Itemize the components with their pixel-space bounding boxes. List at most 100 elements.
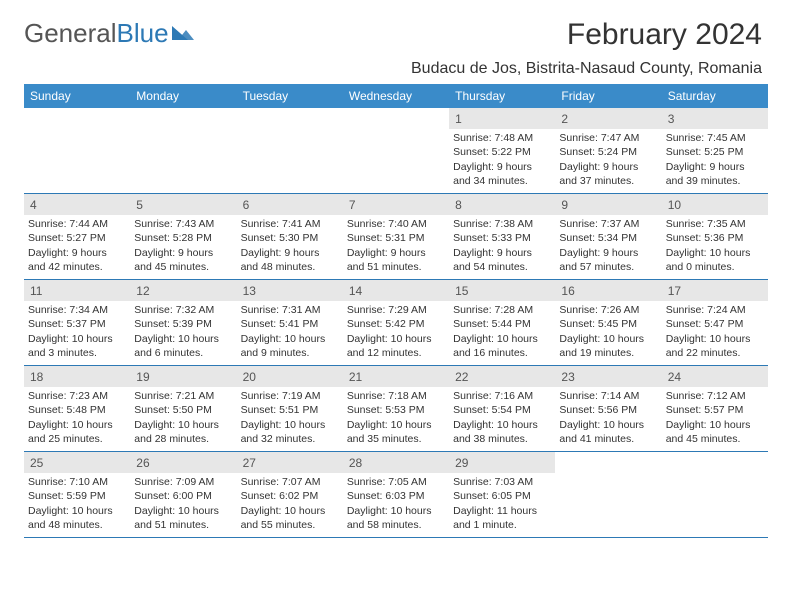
sunrise-text: Sunrise: 7:32 AM — [134, 303, 232, 317]
day-header: Thursday — [449, 84, 555, 108]
day-number: 8 — [449, 194, 555, 215]
day-info: Sunrise: 7:41 AMSunset: 5:30 PMDaylight:… — [237, 217, 343, 278]
day-header: Wednesday — [343, 84, 449, 108]
location-text: Budacu de Jos, Bistrita-Nasaud County, R… — [0, 56, 792, 84]
day-number: 7 — [343, 194, 449, 215]
day-info: Sunrise: 7:43 AMSunset: 5:28 PMDaylight:… — [130, 217, 236, 278]
daylight-text: Daylight: 9 hours and 54 minutes. — [453, 246, 551, 274]
day-number: 3 — [662, 108, 768, 129]
day-header: Monday — [130, 84, 236, 108]
sunset-text: Sunset: 5:50 PM — [134, 403, 232, 417]
day-info: Sunrise: 7:35 AMSunset: 5:36 PMDaylight:… — [662, 217, 768, 278]
daylight-text: Daylight: 10 hours and 12 minutes. — [347, 332, 445, 360]
day-number: 10 — [662, 194, 768, 215]
daylight-text: Daylight: 9 hours and 57 minutes. — [559, 246, 657, 274]
calendar-cell: 5Sunrise: 7:43 AMSunset: 5:28 PMDaylight… — [130, 194, 236, 279]
title-block: February 2024 — [567, 18, 762, 52]
day-number: 14 — [343, 280, 449, 301]
sunset-text: Sunset: 6:03 PM — [347, 489, 445, 503]
sunset-text: Sunset: 5:56 PM — [559, 403, 657, 417]
sunset-text: Sunset: 5:31 PM — [347, 231, 445, 245]
calendar-cell: 27Sunrise: 7:07 AMSunset: 6:02 PMDayligh… — [237, 452, 343, 537]
calendar-cell: 20Sunrise: 7:19 AMSunset: 5:51 PMDayligh… — [237, 366, 343, 451]
sunset-text: Sunset: 5:59 PM — [28, 489, 126, 503]
daylight-text: Daylight: 10 hours and 41 minutes. — [559, 418, 657, 446]
sunrise-text: Sunrise: 7:19 AM — [241, 389, 339, 403]
day-header-row: Sunday Monday Tuesday Wednesday Thursday… — [24, 84, 768, 108]
sunrise-text: Sunrise: 7:43 AM — [134, 217, 232, 231]
calendar-cell — [343, 108, 449, 193]
calendar: Sunday Monday Tuesday Wednesday Thursday… — [24, 84, 768, 538]
sunset-text: Sunset: 5:34 PM — [559, 231, 657, 245]
daylight-text: Daylight: 10 hours and 25 minutes. — [28, 418, 126, 446]
daylight-text: Daylight: 10 hours and 3 minutes. — [28, 332, 126, 360]
daylight-text: Daylight: 10 hours and 28 minutes. — [134, 418, 232, 446]
sunrise-text: Sunrise: 7:37 AM — [559, 217, 657, 231]
calendar-cell: 16Sunrise: 7:26 AMSunset: 5:45 PMDayligh… — [555, 280, 661, 365]
daylight-text: Daylight: 9 hours and 45 minutes. — [134, 246, 232, 274]
sunrise-text: Sunrise: 7:12 AM — [666, 389, 764, 403]
sunrise-text: Sunrise: 7:21 AM — [134, 389, 232, 403]
daylight-text: Daylight: 10 hours and 48 minutes. — [28, 504, 126, 532]
sunrise-text: Sunrise: 7:44 AM — [28, 217, 126, 231]
calendar-cell — [555, 452, 661, 537]
sunrise-text: Sunrise: 7:45 AM — [666, 131, 764, 145]
daylight-text: Daylight: 10 hours and 6 minutes. — [134, 332, 232, 360]
calendar-cell: 29Sunrise: 7:03 AMSunset: 6:05 PMDayligh… — [449, 452, 555, 537]
sunrise-text: Sunrise: 7:23 AM — [28, 389, 126, 403]
day-info: Sunrise: 7:37 AMSunset: 5:34 PMDaylight:… — [555, 217, 661, 278]
daylight-text: Daylight: 10 hours and 55 minutes. — [241, 504, 339, 532]
day-number: 29 — [449, 452, 555, 473]
day-number: 22 — [449, 366, 555, 387]
sunset-text: Sunset: 5:30 PM — [241, 231, 339, 245]
day-info: Sunrise: 7:26 AMSunset: 5:45 PMDaylight:… — [555, 303, 661, 364]
sunrise-text: Sunrise: 7:24 AM — [666, 303, 764, 317]
calendar-cell: 12Sunrise: 7:32 AMSunset: 5:39 PMDayligh… — [130, 280, 236, 365]
day-info: Sunrise: 7:48 AMSunset: 5:22 PMDaylight:… — [449, 131, 555, 192]
logo-text-2: Blue — [117, 18, 169, 49]
day-info: Sunrise: 7:31 AMSunset: 5:41 PMDaylight:… — [237, 303, 343, 364]
day-number: 5 — [130, 194, 236, 215]
calendar-cell: 26Sunrise: 7:09 AMSunset: 6:00 PMDayligh… — [130, 452, 236, 537]
day-number — [662, 452, 768, 457]
month-title: February 2024 — [567, 18, 762, 52]
sunset-text: Sunset: 6:00 PM — [134, 489, 232, 503]
day-header: Sunday — [24, 84, 130, 108]
calendar-week: 11Sunrise: 7:34 AMSunset: 5:37 PMDayligh… — [24, 280, 768, 366]
daylight-text: Daylight: 9 hours and 39 minutes. — [666, 160, 764, 188]
calendar-cell: 18Sunrise: 7:23 AMSunset: 5:48 PMDayligh… — [24, 366, 130, 451]
daylight-text: Daylight: 10 hours and 19 minutes. — [559, 332, 657, 360]
calendar-cell — [662, 452, 768, 537]
sunset-text: Sunset: 5:57 PM — [666, 403, 764, 417]
sunset-text: Sunset: 5:28 PM — [134, 231, 232, 245]
calendar-cell: 15Sunrise: 7:28 AMSunset: 5:44 PMDayligh… — [449, 280, 555, 365]
day-info: Sunrise: 7:16 AMSunset: 5:54 PMDaylight:… — [449, 389, 555, 450]
day-info: Sunrise: 7:40 AMSunset: 5:31 PMDaylight:… — [343, 217, 449, 278]
day-number: 20 — [237, 366, 343, 387]
calendar-cell: 3 Sunrise: 7:45 AMSunset: 5:25 PMDaylight… — [662, 108, 768, 193]
daylight-text: Daylight: 9 hours and 42 minutes. — [28, 246, 126, 274]
calendar-cell: 28Sunrise: 7:05 AMSunset: 6:03 PMDayligh… — [343, 452, 449, 537]
calendar-week: 4Sunrise: 7:44 AMSunset: 5:27 PMDaylight… — [24, 194, 768, 280]
calendar-cell: 25Sunrise: 7:10 AMSunset: 5:59 PMDayligh… — [24, 452, 130, 537]
sunrise-text: Sunrise: 7:48 AM — [453, 131, 551, 145]
day-number: 1 — [449, 108, 555, 129]
calendar-cell: 13Sunrise: 7:31 AMSunset: 5:41 PMDayligh… — [237, 280, 343, 365]
day-info: Sunrise: 7:21 AMSunset: 5:50 PMDaylight:… — [130, 389, 236, 450]
day-number: 25 — [24, 452, 130, 473]
calendar-cell: 24Sunrise: 7:12 AMSunset: 5:57 PMDayligh… — [662, 366, 768, 451]
sunset-text: Sunset: 5:25 PM — [666, 145, 764, 159]
daylight-text: Daylight: 11 hours and 1 minute. — [453, 504, 551, 532]
sunset-text: Sunset: 5:41 PM — [241, 317, 339, 331]
daylight-text: Daylight: 9 hours and 34 minutes. — [453, 160, 551, 188]
day-header: Friday — [555, 84, 661, 108]
calendar-cell: 8Sunrise: 7:38 AMSunset: 5:33 PMDaylight… — [449, 194, 555, 279]
daylight-text: Daylight: 10 hours and 38 minutes. — [453, 418, 551, 446]
sunset-text: Sunset: 5:22 PM — [453, 145, 551, 159]
sunrise-text: Sunrise: 7:35 AM — [666, 217, 764, 231]
sunrise-text: Sunrise: 7:18 AM — [347, 389, 445, 403]
day-number: 19 — [130, 366, 236, 387]
sunset-text: Sunset: 5:37 PM — [28, 317, 126, 331]
sunset-text: Sunset: 6:05 PM — [453, 489, 551, 503]
daylight-text: Daylight: 10 hours and 16 minutes. — [453, 332, 551, 360]
